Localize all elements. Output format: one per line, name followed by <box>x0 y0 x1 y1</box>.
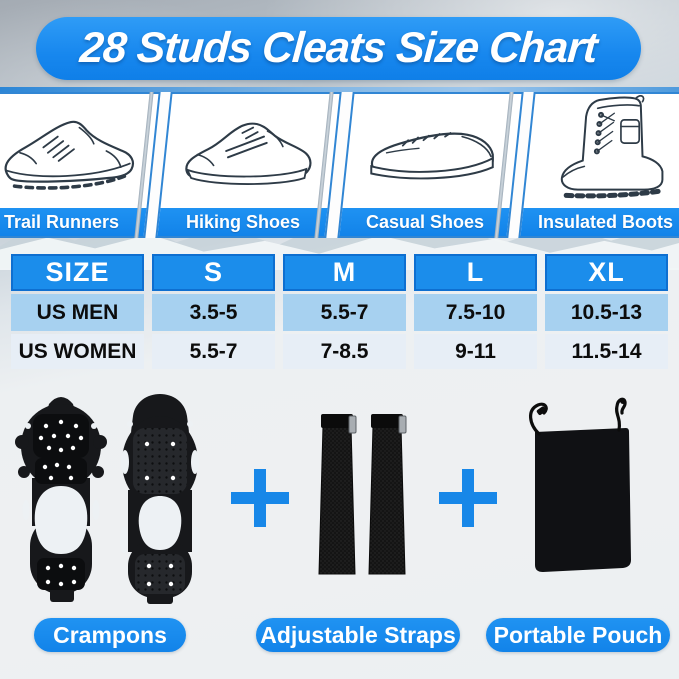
title-banner: 28 Studs Cleats Size Chart <box>36 17 641 80</box>
table-cell: 3.5-5 <box>152 294 275 331</box>
shoe-panels-wrap: Trail Runners Hiking Shoe <box>0 92 679 238</box>
plus-icon <box>231 469 289 527</box>
kit-item-label: Crampons <box>53 621 167 648</box>
shoe-panel-trail-runners: Trail Runners <box>0 92 161 238</box>
page-title: 28 Studs Cleats Size Chart <box>78 24 599 72</box>
table-cell: 5.5-7 <box>152 334 275 369</box>
table-cell: 5.5-7 <box>283 294 406 331</box>
shoe-panel-label-band: Trail Runners <box>0 208 151 236</box>
shoe-panel-hiking-shoes: Hiking Shoes <box>155 92 343 238</box>
shoe-type-label: Hiking Shoes <box>185 211 300 232</box>
shoe-panel-label-band: Insulated Boots <box>518 208 679 236</box>
column-header-xl: XL <box>545 254 668 291</box>
table-cell: 7-8.5 <box>283 334 406 369</box>
insulated-boot-icon <box>523 94 679 208</box>
kit-label-adjustable-straps: Adjustable Straps <box>256 618 460 652</box>
shoe-type-label: Trail Runners <box>4 211 120 232</box>
column-header-s: S <box>152 254 275 291</box>
casual-shoe-icon <box>342 94 521 208</box>
kit-item-label: Portable Pouch <box>493 621 663 648</box>
plus-icon <box>439 469 497 527</box>
table-cell: 9-11 <box>414 334 537 369</box>
band-top-border <box>0 87 679 92</box>
table-row-us-women: US WOMEN 5.5-7 7-8.5 9-11 11.5-14 <box>11 334 668 369</box>
shoe-panel-label-band: Casual Shoes <box>336 208 514 236</box>
kit-label-portable-pouch: Portable Pouch <box>486 618 670 652</box>
shoe-type-label: Insulated Boots <box>537 211 673 232</box>
table-cell: 11.5-14 <box>545 334 668 369</box>
shoe-panel-insulated-boots: Insulated Boots <box>518 92 679 238</box>
column-header-l: L <box>414 254 537 291</box>
crampons-image <box>15 394 200 604</box>
hiking-shoe-icon <box>161 94 340 208</box>
trail-runner-shoe-icon <box>0 94 159 208</box>
column-header-size: SIZE <box>11 254 144 291</box>
kit-label-crampons: Crampons <box>34 618 186 652</box>
table-cell: 10.5-13 <box>545 294 668 331</box>
table-cell: 7.5-10 <box>414 294 537 331</box>
shoe-panel-label-band: Hiking Shoes <box>155 208 332 236</box>
kit-contents-section: Crampons Adjustable Straps Portable Pouc… <box>0 388 679 679</box>
row-label: US WOMEN <box>11 334 144 369</box>
row-label: US MEN <box>11 294 144 331</box>
straps-image <box>318 414 407 575</box>
shoe-panel-casual-shoes: Casual Shoes <box>336 92 524 238</box>
table-header-row: SIZE S M L XL <box>11 254 668 291</box>
shoe-type-label: Casual Shoes <box>365 211 484 232</box>
table-row-us-men: US MEN 3.5-5 5.5-7 7.5-10 10.5-13 <box>11 294 668 331</box>
column-header-m: M <box>283 254 406 291</box>
size-chart-table: SIZE S M L XL US MEN 3.5-5 5.5-7 7.5-10 … <box>3 251 676 372</box>
shoe-compatibility-band: Trail Runners Hiking Shoe <box>0 87 679 238</box>
kit-item-label: Adjustable Straps <box>260 621 456 648</box>
pouch-image <box>529 397 631 572</box>
